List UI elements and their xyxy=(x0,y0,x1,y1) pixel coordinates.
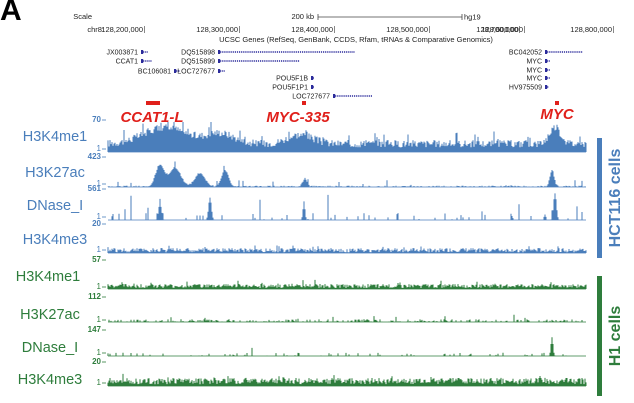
region-label: MYC xyxy=(540,106,575,123)
region-label: CCAT1-L xyxy=(120,109,183,126)
gene-exon xyxy=(311,85,314,89)
gene-exon xyxy=(545,59,548,63)
gene-label: MYC xyxy=(526,76,542,83)
coordinate-tick-label: 128,500,000 xyxy=(386,25,428,34)
signal-track-row: H3K4me1 70 1 xyxy=(23,115,587,153)
gene-label: CCAT1 xyxy=(116,59,139,66)
track-max-value: 147 xyxy=(88,325,102,334)
assembly-label: hg19 xyxy=(464,13,481,22)
signal-bars xyxy=(107,337,567,356)
coordinate-tick-label: 128,800,000 xyxy=(570,25,612,34)
track-min-value: 1 xyxy=(97,144,102,153)
group-label: HCT116 cells xyxy=(607,149,624,248)
region-highlights: CCAT1-L MYC-335 MYC xyxy=(120,101,575,126)
region-marker xyxy=(146,101,160,105)
signal-track-row: H3K27ac 112 1 xyxy=(20,292,586,324)
track-max-value: 20 xyxy=(92,357,101,366)
signal-bars xyxy=(107,161,586,187)
gene-label: LOC727677 xyxy=(292,94,330,101)
gene-exon xyxy=(141,50,144,54)
track-name: H3K27ac xyxy=(25,165,85,181)
gene-exon xyxy=(545,50,548,54)
signal-bars xyxy=(111,193,583,220)
coordinate-tick-label: 128,400,000 xyxy=(291,25,333,34)
track-max-value: 423 xyxy=(88,152,102,161)
gene-label: POU5F1P1 xyxy=(272,85,308,92)
gene-exon xyxy=(311,76,314,80)
region-marker xyxy=(302,101,306,105)
track-max-value: 70 xyxy=(92,115,101,124)
signal-tracks: H3K4me1701H3K27ac4231DNase_I5611H3K4me32… xyxy=(16,115,587,388)
scale-value: 200 kb xyxy=(291,12,314,21)
gene-track-title: UCSC Genes (RefSeq, GenBank, CCDS, Rfam,… xyxy=(219,35,493,44)
coordinate-ruler: 128,200,000 128,300,000 128,400,000 128,500… xyxy=(101,25,614,34)
signal-bars xyxy=(108,314,583,322)
track-min-value: 1 xyxy=(97,282,102,291)
gene-exon xyxy=(545,85,548,89)
signal-track-row: DNase_I 147 1 xyxy=(22,325,586,357)
gene-exon xyxy=(218,50,221,54)
gene-exon xyxy=(174,69,177,73)
track-max-value: 20 xyxy=(92,219,101,228)
scale-label: Scale xyxy=(73,12,92,21)
gene-annotation-track: JX003871 CCAT1 BC106081 DQ515898 DQ515899 LOC… xyxy=(106,50,583,101)
signal-bars xyxy=(107,245,587,253)
track-name: H3K4me3 xyxy=(23,232,87,248)
signal-track-row: DNase_I 561 1 xyxy=(27,184,586,221)
signal-track-row: H3K4me3 20 1 xyxy=(18,357,587,388)
signal-bars xyxy=(107,279,587,289)
gene-label: MYC xyxy=(526,68,542,75)
signal-bars xyxy=(107,373,587,386)
group-bracket xyxy=(597,276,602,396)
track-max-value: 561 xyxy=(88,184,102,193)
gene-exon xyxy=(545,68,548,72)
gene-exon xyxy=(545,76,548,80)
gene-exon xyxy=(333,94,336,98)
gene-label: HV975509 xyxy=(509,85,542,92)
coordinate-tick-label: 128,600,000 xyxy=(481,25,523,34)
gene-label: JX003871 xyxy=(106,50,138,57)
track-name: H3K4me1 xyxy=(23,129,87,145)
coordinate-tick-label: 128,300,000 xyxy=(196,25,238,34)
signal-bars xyxy=(107,122,587,152)
track-min-value: 1 xyxy=(97,378,102,387)
gene-label: LOC727677 xyxy=(177,69,215,76)
region-label: MYC-335 xyxy=(266,109,330,126)
gene-label: MYC xyxy=(526,59,542,66)
track-max-value: 57 xyxy=(92,255,101,264)
gene-label: BC042052 xyxy=(509,50,542,57)
gene-label: DQ515898 xyxy=(181,50,215,57)
chrom-label: chr8: xyxy=(87,25,104,34)
gene-label: BC106081 xyxy=(138,69,171,76)
signal-track-row: H3K4me3 20 1 xyxy=(23,219,587,254)
track-min-value: 1 xyxy=(97,348,102,357)
cell-group-labels: HCT116 cells H1 cells xyxy=(597,138,624,396)
track-min-value: 1 xyxy=(97,245,102,254)
panel-letter: A xyxy=(0,0,22,27)
group-label: H1 cells xyxy=(607,306,624,367)
gene-label: POU5F1B xyxy=(276,76,308,83)
coordinate-tick-label: 128,200,000 xyxy=(101,25,143,34)
track-min-value: 1 xyxy=(97,315,102,324)
track-max-value: 112 xyxy=(88,292,101,301)
group-bracket xyxy=(597,138,602,258)
gene-exon xyxy=(141,59,144,63)
track-name: H3K4me3 xyxy=(18,372,82,388)
track-min-value: 1 xyxy=(97,179,102,188)
gene-exon xyxy=(218,59,221,63)
gene-exon xyxy=(218,69,221,73)
region-marker xyxy=(555,101,559,105)
track-name: H3K27ac xyxy=(20,307,80,323)
gene-label: DQ515899 xyxy=(181,59,215,66)
track-name: DNase_I xyxy=(22,340,78,356)
track-name: DNase_I xyxy=(27,198,83,214)
coordinate-tick-label: 128,700,000 xyxy=(476,25,518,34)
track-name: H3K4me1 xyxy=(16,269,80,285)
signal-track-row: H3K4me1 57 1 xyxy=(16,255,587,291)
track-min-value: 1 xyxy=(97,212,102,221)
